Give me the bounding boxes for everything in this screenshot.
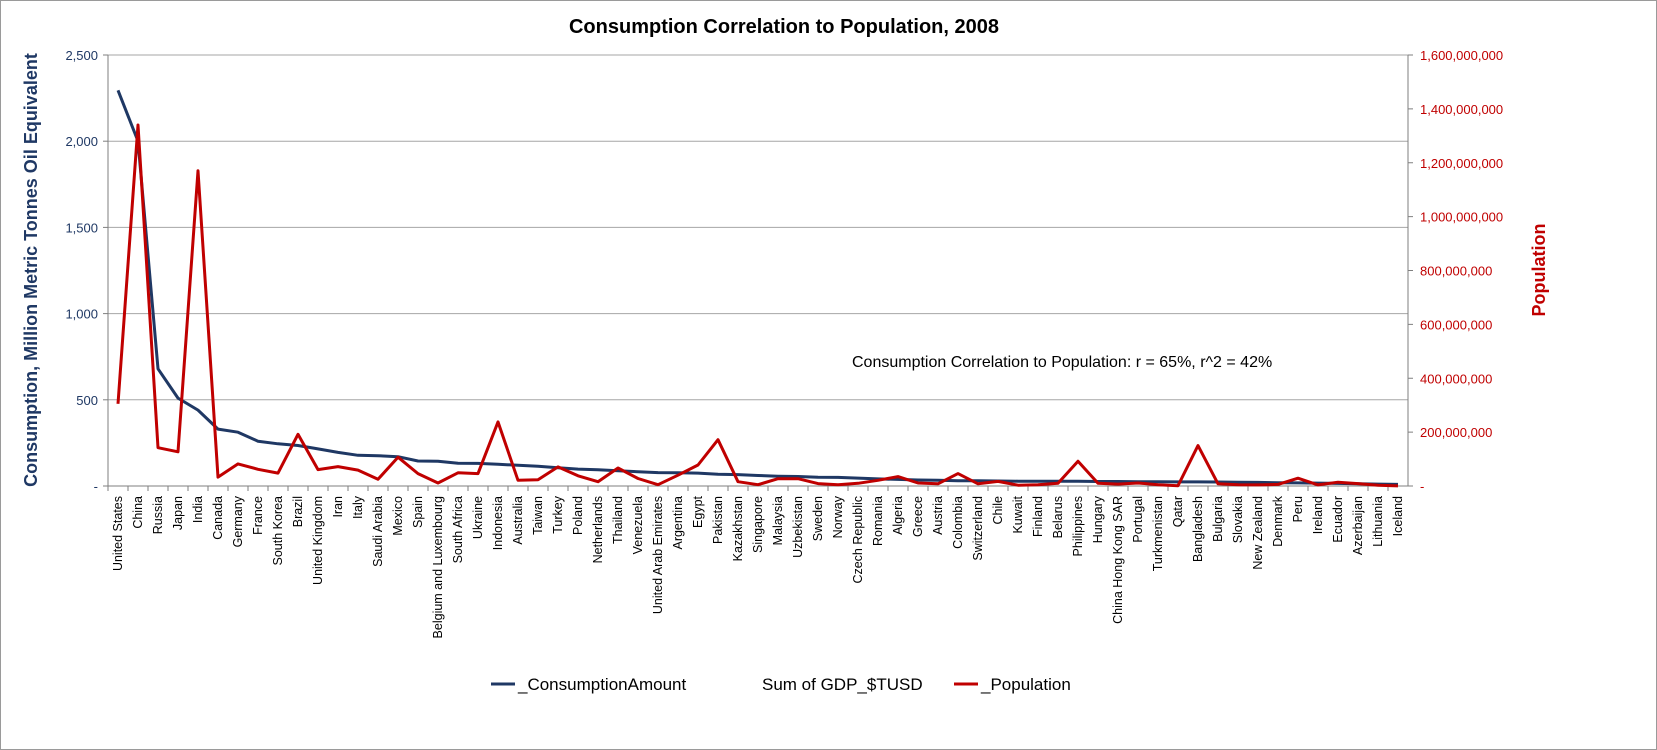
x-category-label: Egypt <box>691 495 705 527</box>
x-category-label: Slovakia <box>1231 496 1245 543</box>
x-category-label: Bulgaria <box>1211 496 1225 542</box>
x-category-label: Belgium and Luxembourg <box>431 496 445 638</box>
y2-tick-label: - <box>1420 479 1424 494</box>
x-category-label: Poland <box>571 496 585 535</box>
y2-tick-label: 400,000,000 <box>1420 371 1492 386</box>
x-category-label: South Africa <box>451 496 465 563</box>
x-category-label: Greece <box>911 496 925 537</box>
x-category-label: Italy <box>351 495 365 519</box>
x-category-label: Qatar <box>1171 496 1185 527</box>
x-category-label: Russia <box>151 496 165 534</box>
x-category-label: Argentina <box>671 496 685 550</box>
y2-tick-label: 600,000,000 <box>1420 317 1492 332</box>
legend-label-consumption: _ConsumptionAmount <box>517 675 686 694</box>
series-lines <box>116 89 1399 488</box>
y-tick-label: 500 <box>76 393 98 408</box>
x-category-label: Iran <box>331 496 345 518</box>
series-line-population <box>116 123 1399 488</box>
x-category-label: United Arab Emirates <box>651 496 665 614</box>
x-category-label: Canada <box>211 496 225 540</box>
x-category-label: Brazil <box>291 496 305 527</box>
x-category-label: Saudi Arabia <box>371 496 385 567</box>
x-category-label: Japan <box>171 496 185 530</box>
x-category-label: Chile <box>991 496 1005 525</box>
x-category-label: Iceland <box>1391 496 1405 536</box>
y-tick-label: 1,000 <box>65 307 98 322</box>
x-category-label: Algeria <box>891 496 905 535</box>
x-category-label: France <box>251 496 265 535</box>
x-category-label: Denmark <box>1271 495 1285 546</box>
x-category-label: New Zealand <box>1251 496 1265 570</box>
x-category-label: Malaysia <box>771 496 785 545</box>
x-category-label: Norway <box>831 495 845 538</box>
x-category-label: Uzbekistan <box>791 496 805 558</box>
x-category-label: Colombia <box>951 496 965 549</box>
y-tick-label: 2,000 <box>65 134 98 149</box>
legend: _ConsumptionAmount Sum of GDP_$TUSD _Pop… <box>491 675 1071 694</box>
x-category-label: Turkey <box>551 495 565 533</box>
x-category-label: South Korea <box>271 496 285 566</box>
legend-label-population: _Population <box>980 675 1071 694</box>
x-category-label: Australia <box>511 496 525 545</box>
x-category-label: Lithuania <box>1371 496 1385 547</box>
x-category-label: China <box>131 496 145 529</box>
legend-label-gdp: Sum of GDP_$TUSD <box>762 675 923 694</box>
x-category-label: Hungary <box>1091 495 1105 543</box>
x-category-label: Philippines <box>1071 496 1085 556</box>
x-category-label: United Kingdom <box>311 496 325 585</box>
x-category-label: Azerbaijan <box>1351 496 1365 555</box>
y-axis-title: Consumption, Million Metric Tonnes Oil E… <box>21 53 41 487</box>
y-tick-label: - <box>94 479 98 494</box>
x-category-label: Germany <box>231 495 245 547</box>
y2-tick-label: 1,600,000,000 <box>1420 48 1503 63</box>
x-axis-category-labels: United States China Russia Japan India Canada… <box>107 486 1405 638</box>
x-category-label: Portugal <box>1131 496 1145 543</box>
x-category-label: Romania <box>871 496 885 546</box>
x-category-label: India <box>191 496 205 523</box>
y2-tick-label: 1,400,000,000 <box>1420 102 1503 117</box>
x-category-label: China Hong Kong SAR <box>1111 496 1125 624</box>
y-tick-label: 1,500 <box>65 220 98 235</box>
y2-axis-title: Population <box>1529 224 1549 317</box>
x-category-label: Turkmenistan <box>1151 496 1165 571</box>
x-category-label: Czech Republic <box>851 496 865 584</box>
x-category-label: Kazakhstan <box>731 496 745 561</box>
x-category-label: Taiwan <box>531 496 545 535</box>
x-category-label: Pakistan <box>711 496 725 544</box>
x-category-label: Peru <box>1291 496 1305 522</box>
y2-axis-ticks: - 200,000,000 400,000,000 600,000,000 800,00… <box>1408 48 1503 494</box>
series-line-consumption <box>116 89 1399 486</box>
y-tick-label: 2,500 <box>65 48 98 63</box>
x-category-label: Ireland <box>1311 496 1325 534</box>
y2-tick-label: 1,000,000,000 <box>1420 210 1503 225</box>
x-category-label: Ukraine <box>471 496 485 539</box>
x-category-label: Ecuador <box>1331 496 1345 543</box>
x-category-label: Sweden <box>811 496 825 541</box>
x-category-label: Thailand <box>611 496 625 544</box>
x-category-label: Austria <box>931 496 945 535</box>
x-category-label: Kuwait <box>1011 495 1025 533</box>
y2-tick-label: 200,000,000 <box>1420 425 1492 440</box>
x-category-label: Bangladesh <box>1191 496 1205 562</box>
correlation-annotation: Consumption Correlation to Population: r… <box>852 354 1272 371</box>
x-category-label: Singapore <box>751 496 765 553</box>
x-category-label: Venezuela <box>631 496 645 554</box>
y2-tick-label: 800,000,000 <box>1420 264 1492 279</box>
x-category-label: Mexico <box>391 496 405 536</box>
x-category-label: Finland <box>1031 496 1045 537</box>
x-category-label: Switzerland <box>971 496 985 561</box>
y-axis-ticks: - 500 1,000 1,500 2,000 2,500 <box>65 48 108 494</box>
x-category-label: Indonesia <box>491 496 505 550</box>
gridlines <box>107 54 1409 487</box>
x-category-label: Netherlands <box>591 496 605 563</box>
y2-tick-label: 1,200,000,000 <box>1420 156 1503 171</box>
x-category-label: Spain <box>411 496 425 528</box>
chart-title: Consumption Correlation to Population, 2… <box>569 16 999 38</box>
x-category-label: United States <box>111 496 125 571</box>
x-category-label: Belarus <box>1051 496 1065 538</box>
